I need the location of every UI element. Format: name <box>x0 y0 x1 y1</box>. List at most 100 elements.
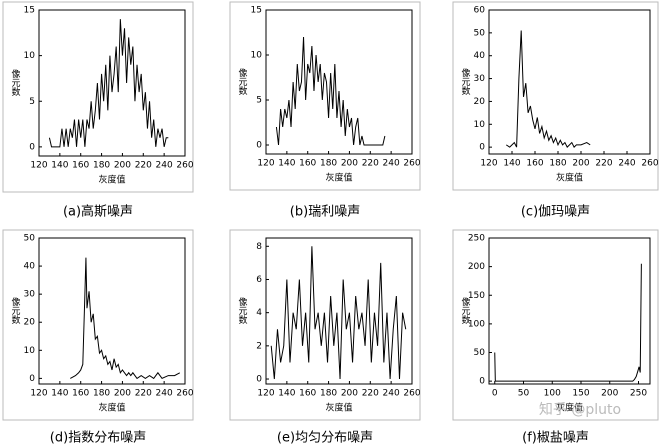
x-tick-label: 180 <box>93 389 110 399</box>
x-tick-label: 120 <box>30 389 47 399</box>
x-tick-label: 120 <box>30 161 47 171</box>
histogram-line <box>70 257 181 380</box>
watermark: 知乎 @pluto <box>539 401 621 418</box>
y-tick-label: 5 <box>29 97 35 107</box>
y-tick-label: 60 <box>474 6 486 16</box>
x-tick-label: 140 <box>278 389 295 399</box>
panel: 0 50 100 150 200 250 0 50 100 150 200 250 灰度值 像元数 <box>452 229 659 421</box>
y-axis-label: 像元数 <box>10 296 21 325</box>
x-axis-label: 灰度值 <box>325 172 352 184</box>
x-tick-label: 240 <box>156 389 173 399</box>
y-axis-label: 像元数 <box>10 68 21 97</box>
x-tick-label: 220 <box>362 389 379 399</box>
y-tick-label: 15 <box>251 6 262 16</box>
histogram-line <box>494 263 642 382</box>
x-tick-label: 200 <box>341 159 358 169</box>
panel-frame <box>229 1 421 191</box>
x-tick-label: 140 <box>51 161 68 171</box>
panel: 120 140 160 180 200 220 240 260 0 2 4 6 8 灰度值 像元数 <box>229 229 421 421</box>
caption: (a)高斯噪声 <box>63 204 133 220</box>
y-tick-label: 50 <box>24 234 36 244</box>
y-tick-label: 40 <box>474 51 486 61</box>
panel: 120 140 160 180 200 220 240 260 0 5 10 15 灰度值 像元数 <box>2 1 194 193</box>
y-tick-label: 40 <box>24 262 36 272</box>
panel-frame <box>452 1 659 191</box>
x-tick-label: 120 <box>480 159 497 169</box>
panel-frame <box>452 229 659 421</box>
x-tick-label: 260 <box>176 389 193 399</box>
x-tick-label: 260 <box>641 159 658 169</box>
x-tick-label: 240 <box>383 389 400 399</box>
x-tick-label: 240 <box>156 161 173 171</box>
y-tick-label: 30 <box>474 74 486 84</box>
x-tick-label: 120 <box>257 159 274 169</box>
x-tick-label: 50 <box>518 389 530 399</box>
plot-box <box>38 237 186 385</box>
caption: (b)瑞利噪声 <box>290 205 360 220</box>
plot-box <box>38 9 186 157</box>
x-tick-label: 180 <box>549 159 566 169</box>
y-tick-label: 0 <box>256 141 262 151</box>
x-tick-label: 260 <box>176 161 193 171</box>
x-tick-label: 200 <box>114 389 131 399</box>
x-tick-label: 160 <box>526 159 543 169</box>
y-tick-label: 0 <box>479 377 485 387</box>
panel-frame <box>2 229 194 421</box>
y-tick-label: 20 <box>24 318 36 328</box>
x-tick-label: 200 <box>572 159 589 169</box>
x-axis-label: 灰度值 <box>556 402 583 414</box>
panel: 120 140 160 180 200 220 240 260 0 5 10 15 灰度值 像元数 <box>229 1 421 191</box>
y-tick-label: 200 <box>468 262 485 272</box>
y-tick-label: 250 <box>468 234 485 244</box>
plot-box <box>488 237 651 385</box>
panel: 120 140 160 180 200 220 240 260 0 10 20 30 40 50 灰度值 像元… <box>2 229 194 421</box>
histogram-line <box>48 19 169 148</box>
x-tick-label: 0 <box>492 389 498 399</box>
x-tick-label: 180 <box>320 389 337 399</box>
y-tick-label: 15 <box>24 6 35 16</box>
x-tick-label: 180 <box>93 161 110 171</box>
histogram-line <box>270 246 407 380</box>
x-tick-label: 160 <box>299 159 316 169</box>
caption: (f)椒盐噪声 <box>522 431 589 446</box>
x-tick-label: 160 <box>72 161 89 171</box>
plot-box <box>265 237 413 385</box>
caption: (c)伽玛噪声 <box>521 205 590 220</box>
y-tick-label: 50 <box>474 28 486 38</box>
caption: (d)指数分布噪声 <box>50 431 146 446</box>
y-axis-label: 像元数 <box>460 296 471 325</box>
y-tick-label: 10 <box>24 346 36 356</box>
x-tick-label: 220 <box>135 389 152 399</box>
x-tick-label: 200 <box>114 161 131 171</box>
y-tick-label: 10 <box>251 51 263 61</box>
y-tick-label: 2 <box>256 341 262 351</box>
y-tick-label: 20 <box>474 97 486 107</box>
y-tick-label: 50 <box>474 348 486 358</box>
y-tick-label: 100 <box>468 319 485 329</box>
x-tick-label: 140 <box>51 389 68 399</box>
panel: 120 140 160 180 200 220 240 260 0 10 20 30 40 50 60 灰度值… <box>452 1 659 191</box>
y-tick-label: 5 <box>256 96 262 106</box>
x-tick-label: 200 <box>601 389 618 399</box>
x-tick-label: 240 <box>618 159 635 169</box>
x-tick-label: 220 <box>595 159 612 169</box>
x-tick-label: 120 <box>257 389 274 399</box>
histogram-line <box>505 30 591 148</box>
x-tick-label: 200 <box>341 389 358 399</box>
x-tick-label: 140 <box>278 159 295 169</box>
y-tick-label: 150 <box>468 291 485 301</box>
plot-box <box>488 9 651 155</box>
y-axis-label: 像元数 <box>460 67 471 96</box>
caption: (e)均匀分布噪声 <box>277 431 373 446</box>
y-tick-label: 0 <box>29 374 35 384</box>
y-tick-label: 10 <box>24 51 36 61</box>
y-tick-label: 8 <box>256 242 262 252</box>
plot-box <box>265 9 413 155</box>
histogram-line <box>275 36 386 146</box>
y-tick-label: 10 <box>474 120 486 130</box>
x-tick-label: 180 <box>320 159 337 169</box>
y-tick-label: 30 <box>24 290 36 300</box>
x-tick-label: 220 <box>362 159 379 169</box>
y-tick-label: 6 <box>256 275 262 285</box>
